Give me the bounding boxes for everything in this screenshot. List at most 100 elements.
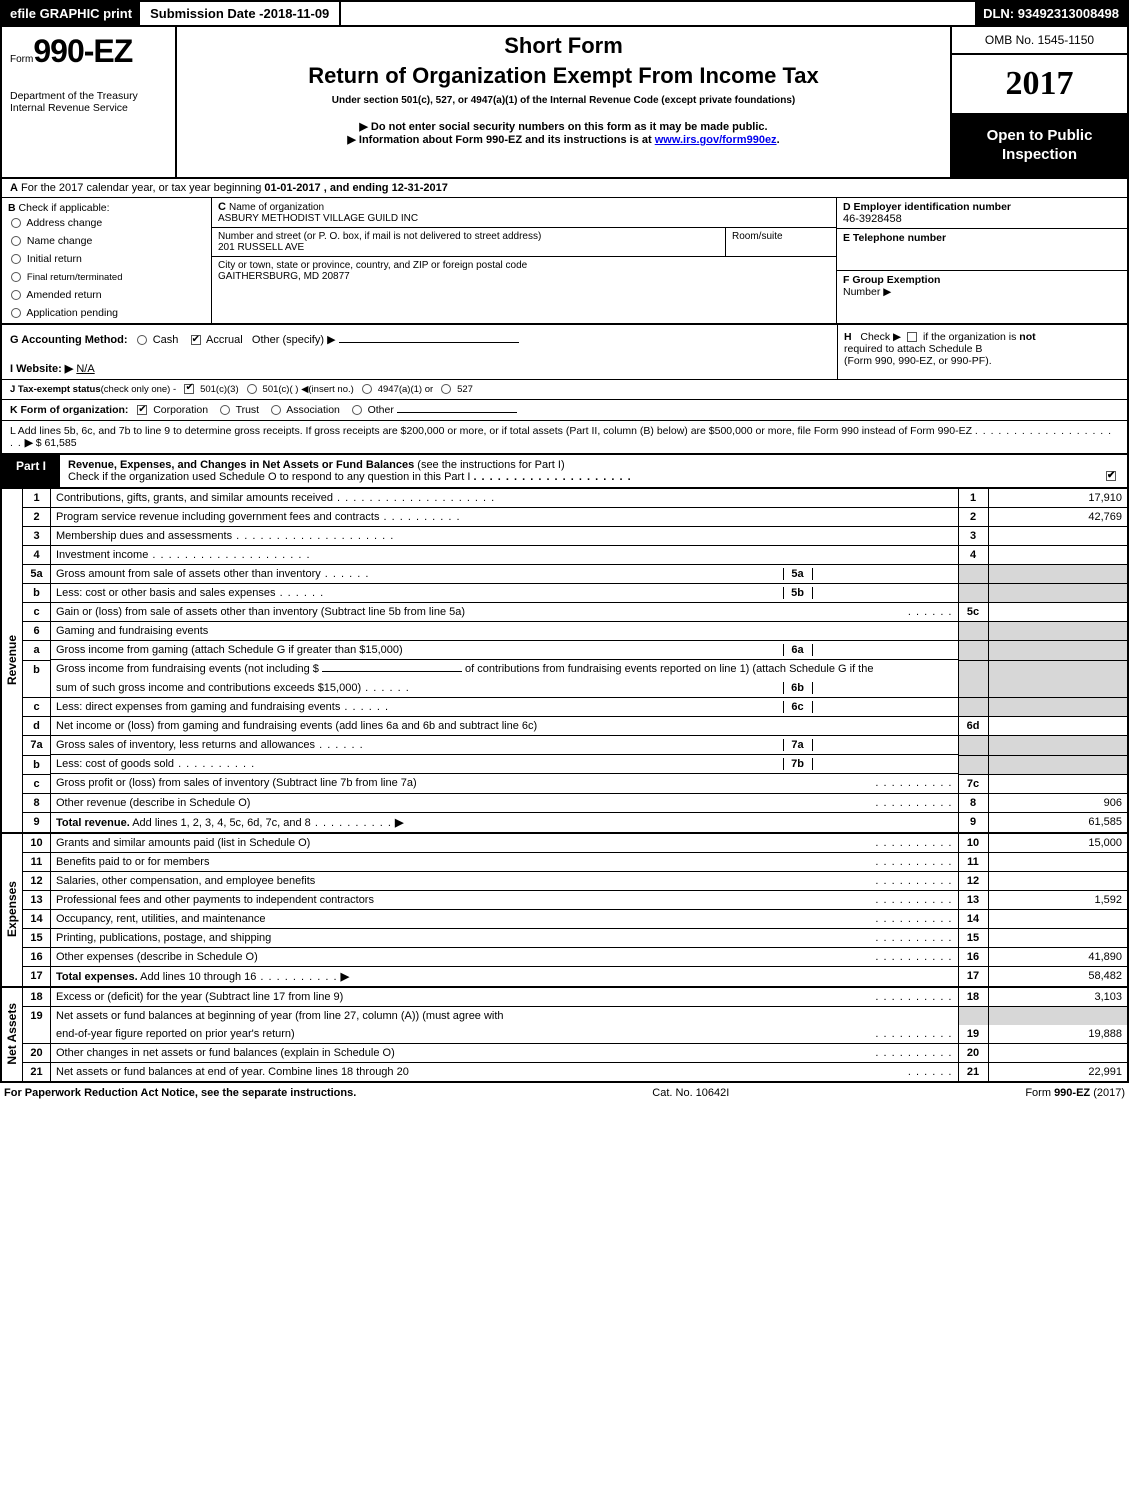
line-20: 20Other changes in net assets or fund ba… xyxy=(23,1043,1129,1062)
chk-other-org[interactable] xyxy=(352,405,362,415)
chk-schedule-b[interactable] xyxy=(907,332,917,342)
shade xyxy=(958,736,988,756)
open-to-public: Open to Public Inspection xyxy=(952,115,1127,177)
k-label: K Form of organization: xyxy=(10,404,128,416)
opt-501c3: 501(c)(3) xyxy=(200,384,239,395)
opt-other: Other (specify) ▶ xyxy=(252,334,336,346)
line-5b-mid: 5b xyxy=(783,587,813,599)
top-bar: efile GRAPHIC print Submission Date - 20… xyxy=(0,0,1129,27)
line-12: 12Salaries, other compensation, and empl… xyxy=(23,871,1129,890)
form-number: Form990-EZ xyxy=(10,33,167,70)
opt-assoc: Association xyxy=(286,404,340,416)
line-9-rno: 9 xyxy=(958,812,988,833)
line-7b-midval xyxy=(813,758,953,770)
shade xyxy=(988,641,1128,661)
line-14: 14Occupancy, rent, utilities, and mainte… xyxy=(23,909,1129,928)
footer-right-pre: Form xyxy=(1025,1087,1054,1099)
chk-final-return[interactable] xyxy=(11,272,21,282)
line-6b-1: bGross income from fundraising events (n… xyxy=(23,660,1129,679)
label-c: C xyxy=(218,201,226,213)
part1-header: Part I Revenue, Expenses, and Changes in… xyxy=(0,455,1129,489)
chk-501c[interactable] xyxy=(247,384,257,394)
short-form-title: Short Form xyxy=(187,33,940,59)
line-6c-desc: Less: direct expenses from gaming and fu… xyxy=(56,701,340,713)
line-19-desc2: end-of-year figure reported on prior yea… xyxy=(56,1028,295,1040)
other-specify-input[interactable] xyxy=(339,342,519,343)
box-h: H Check ▶ if the organization is not req… xyxy=(837,325,1127,379)
footer-right-post: (2017) xyxy=(1090,1087,1125,1099)
line-7a: 7aGross sales of inventory, less returns… xyxy=(23,736,1129,756)
line-21-val: 22,991 xyxy=(988,1062,1128,1082)
line-6b-amount-input[interactable] xyxy=(322,671,462,672)
h-text1: Check ▶ xyxy=(860,331,901,343)
chk-name-change[interactable] xyxy=(11,236,21,246)
dots xyxy=(875,837,952,849)
dots xyxy=(361,682,410,694)
line-1-rno: 1 xyxy=(958,489,988,508)
part1-paren: (see the instructions for Part I) xyxy=(417,459,564,471)
line-6b-2: sum of such gross income and contributio… xyxy=(23,679,1129,698)
dots xyxy=(321,568,370,580)
line-10-desc: Grants and similar amounts paid (list in… xyxy=(56,837,310,849)
line-6d-rno: 6d xyxy=(958,717,988,736)
efile-print-button[interactable]: efile GRAPHIC print xyxy=(2,2,140,25)
chk-app-pending[interactable] xyxy=(11,308,21,318)
expenses-table: 10Grants and similar amounts paid (list … xyxy=(22,834,1129,988)
chk-corp[interactable] xyxy=(137,405,147,415)
irs-link[interactable]: www.irs.gov/form990ez xyxy=(655,134,777,146)
shade xyxy=(988,679,1128,698)
chk-501c3[interactable] xyxy=(184,384,194,394)
line-7b-mid: 7b xyxy=(783,758,813,770)
city-label: City or town, state or province, country… xyxy=(218,260,830,271)
chk-assoc[interactable] xyxy=(271,405,281,415)
line-4-rno: 4 xyxy=(958,545,988,564)
line-5c: cGain or (loss) from sale of assets othe… xyxy=(23,603,1129,622)
shade xyxy=(958,698,988,717)
dln: DLN: 93492313008498 xyxy=(975,2,1127,25)
line-6a-midval xyxy=(813,644,953,656)
l-text: L Add lines 5b, 6c, and 7b to line 9 to … xyxy=(10,425,972,437)
h-text4: (Form 990, 990-EZ, or 990-PF). xyxy=(844,355,992,367)
submission-date: Submission Date - 2018-11-09 xyxy=(140,2,341,25)
chk-accrual[interactable] xyxy=(191,335,201,345)
line-3-rno: 3 xyxy=(958,526,988,545)
line-21: 21Net assets or fund balances at end of … xyxy=(23,1062,1129,1082)
line-10: 10Grants and similar amounts paid (list … xyxy=(23,834,1129,853)
opt-address-change: Address change xyxy=(26,217,102,229)
radio-cash[interactable] xyxy=(137,335,147,345)
line-6b-desc1: Gross income from fundraising events (no… xyxy=(56,663,322,675)
chk-trust[interactable] xyxy=(220,405,230,415)
chk-527[interactable] xyxy=(441,384,451,394)
other-org-input[interactable] xyxy=(397,412,517,413)
line-6b-mid: 6b xyxy=(783,682,813,694)
line-17: 17Total expenses. Add lines 10 through 1… xyxy=(23,966,1129,987)
chk-address-change[interactable] xyxy=(11,218,21,228)
h-text2: if the organization is xyxy=(923,331,1016,343)
dots xyxy=(875,1028,952,1040)
line-14-val xyxy=(988,909,1128,928)
expenses-label-text: Expenses xyxy=(5,881,19,937)
chk-schedule-o[interactable] xyxy=(1106,471,1116,481)
line-15-val xyxy=(988,928,1128,947)
part1-title-text: Revenue, Expenses, and Changes in Net As… xyxy=(68,459,414,471)
shade xyxy=(958,755,988,774)
line-6c-midval xyxy=(813,701,953,713)
line-7a-desc: Gross sales of inventory, less returns a… xyxy=(56,739,315,751)
form-prefix: Form xyxy=(10,54,33,65)
note-info-post: . xyxy=(777,134,780,146)
shade xyxy=(958,679,988,698)
chk-initial-return[interactable] xyxy=(11,254,21,264)
line-6d: dNet income or (loss) from gaming and fu… xyxy=(23,717,1129,736)
chk-4947[interactable] xyxy=(362,384,372,394)
chk-amended-return[interactable] xyxy=(11,290,21,300)
opt-cash: Cash xyxy=(153,334,179,346)
line-5b-midval xyxy=(813,587,953,599)
line-1: 1Contributions, gifts, grants, and simil… xyxy=(23,489,1129,508)
arrow-icon: ▶ xyxy=(341,971,349,983)
dots xyxy=(232,530,394,542)
addr-label: Number and street (or P. O. box, if mail… xyxy=(218,231,719,242)
dots xyxy=(333,492,495,504)
dots xyxy=(875,991,952,1003)
line-16-desc: Other expenses (describe in Schedule O) xyxy=(56,951,258,963)
j-paren: (check only one) - xyxy=(101,384,177,395)
